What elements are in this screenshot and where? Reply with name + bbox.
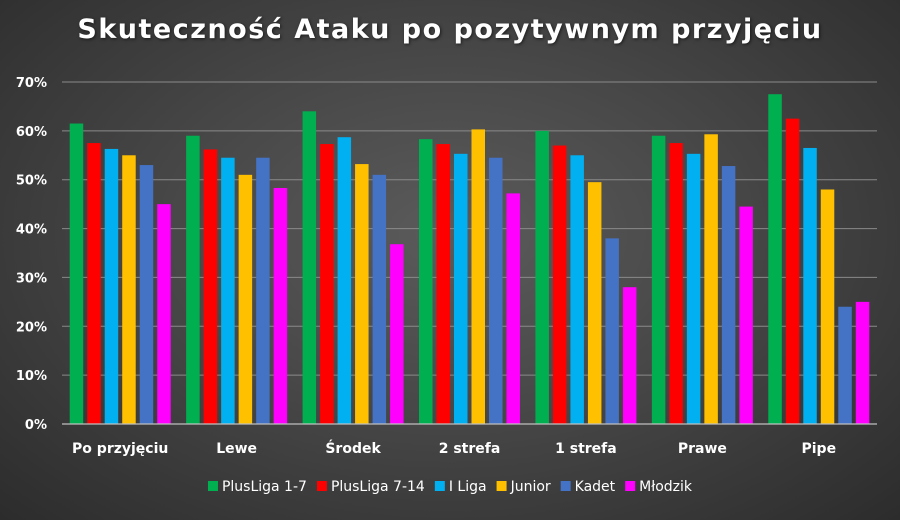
y-tick-label: 60% bbox=[16, 125, 47, 140]
bar bbox=[471, 129, 485, 425]
y-tick-label: 40% bbox=[16, 223, 47, 238]
bar bbox=[739, 206, 753, 424]
bar bbox=[87, 143, 101, 425]
bar bbox=[721, 166, 736, 424]
y-tick-label: 10% bbox=[16, 369, 47, 384]
bar bbox=[489, 157, 503, 424]
bar bbox=[506, 193, 520, 424]
bar bbox=[419, 139, 433, 425]
bar bbox=[69, 123, 84, 425]
bar bbox=[320, 144, 334, 424]
legend-label: Kadet bbox=[575, 479, 616, 495]
legend-item: Kadet bbox=[560, 479, 616, 495]
bar bbox=[372, 174, 387, 424]
bar bbox=[238, 174, 253, 424]
bar bbox=[256, 157, 270, 424]
x-tick-label: Prawe bbox=[678, 441, 727, 457]
chart-title: Skuteczność Ataku po pozytywnym przyjęci… bbox=[77, 14, 823, 45]
bar bbox=[390, 244, 404, 424]
bar bbox=[669, 143, 683, 425]
bar bbox=[605, 238, 619, 424]
bars bbox=[69, 94, 870, 425]
x-tick-label: Po przyjęciu bbox=[72, 441, 168, 457]
legend-label: PlusLiga 7-14 bbox=[331, 479, 425, 495]
legend-swatch bbox=[560, 481, 571, 491]
legend-label: Młodzik bbox=[639, 479, 693, 495]
bar bbox=[686, 153, 701, 424]
legend-item: Junior bbox=[496, 479, 551, 495]
x-tick-label: 1 strefa bbox=[555, 441, 617, 457]
x-tick-label: Środek bbox=[325, 439, 381, 457]
x-tick-label: Pipe bbox=[801, 441, 836, 457]
y-tick-label: 20% bbox=[16, 320, 47, 335]
y-tick-label: 0% bbox=[25, 418, 47, 433]
bar bbox=[454, 153, 468, 424]
bar bbox=[157, 204, 171, 424]
bar bbox=[203, 149, 218, 424]
legend-swatch bbox=[625, 481, 636, 491]
bar bbox=[302, 111, 317, 425]
legend-item: Młodzik bbox=[625, 479, 693, 495]
bar bbox=[768, 94, 782, 424]
axes: 0% 10% 20% 30% 40% 50% 60% 70% Po przyjęciu Lewe Ś… bbox=[16, 76, 877, 457]
bar bbox=[104, 148, 119, 425]
legend-swatch bbox=[207, 481, 218, 491]
bar bbox=[570, 155, 584, 425]
bar bbox=[785, 118, 800, 425]
legend-item: PlusLiga 1-7 bbox=[207, 479, 307, 495]
bar bbox=[552, 145, 567, 424]
bar bbox=[622, 287, 637, 424]
bar bbox=[337, 137, 352, 425]
bar bbox=[186, 135, 200, 424]
legend-label: I Liga bbox=[449, 479, 487, 495]
bar bbox=[704, 134, 718, 424]
legend-label: PlusLiga 1-7 bbox=[222, 479, 307, 495]
bar bbox=[803, 147, 817, 424]
bar bbox=[122, 155, 136, 425]
legend-swatch bbox=[496, 481, 507, 491]
legend-item: PlusLiga 7-14 bbox=[316, 479, 425, 495]
gridlines bbox=[62, 81, 877, 376]
x-tick-label: 2 strefa bbox=[439, 441, 501, 457]
legend-label: Junior bbox=[510, 479, 551, 495]
y-tick-label: 50% bbox=[16, 174, 47, 189]
bar bbox=[436, 144, 450, 424]
bar bbox=[273, 188, 288, 424]
bar bbox=[139, 165, 154, 425]
y-tick-label: 70% bbox=[16, 76, 47, 91]
legend-item: I Liga bbox=[434, 479, 487, 495]
bar bbox=[587, 182, 602, 424]
bar bbox=[355, 164, 369, 424]
legend: PlusLiga 1-7 PlusLiga 7-14 I Liga Junior Kad… bbox=[207, 479, 693, 495]
bar bbox=[221, 157, 235, 424]
y-tick-label: 30% bbox=[16, 271, 47, 286]
bar bbox=[838, 306, 852, 424]
bar bbox=[820, 189, 835, 424]
bar bbox=[855, 301, 870, 424]
bar bbox=[535, 130, 549, 424]
bar bbox=[651, 135, 666, 424]
legend-swatch bbox=[434, 481, 445, 491]
x-tick-label: Lewe bbox=[216, 441, 257, 457]
legend-swatch bbox=[316, 481, 327, 491]
